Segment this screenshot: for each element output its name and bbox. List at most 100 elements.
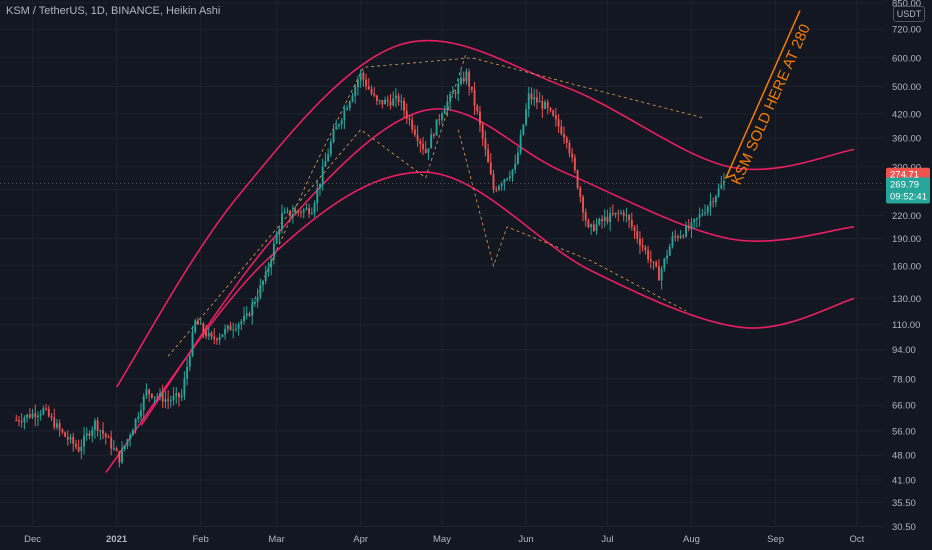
candle-body [197,320,199,325]
candle-body [611,213,614,215]
candle-body [316,188,319,204]
candle-body [28,414,31,418]
candle-body [663,258,666,269]
candle-body [587,220,590,228]
candle-body [468,71,471,87]
candle-body [72,436,75,444]
candle-body [641,245,644,248]
candle-body [69,436,72,440]
candle-body [481,124,484,139]
y-tick-label: 220.00 [892,211,921,222]
candle-body [329,141,332,155]
candle-body [666,255,669,259]
candle-body [533,97,536,100]
candle-body [392,98,395,106]
candle-body [495,189,498,191]
channel-curve-upper [115,39,855,388]
candle-body [636,231,639,239]
annotation-text: KSM SOLD HERE AT 280 [728,22,814,188]
y-tick-label: 110.00 [892,320,920,331]
candle-body [335,126,338,130]
candle-body [489,162,492,175]
candle-body [614,212,617,215]
channel-curves [105,39,855,473]
candle-body [50,416,53,418]
candle-body [487,149,490,163]
candle-body [657,266,660,281]
candle-body [462,77,465,82]
channel-curve-middle [140,108,855,426]
candle-body [232,329,235,331]
candle-body [698,214,701,218]
candle-body [259,285,262,298]
candle-body [58,423,61,430]
candle-body [55,423,58,428]
candle-body [134,418,137,430]
candle-body [690,222,693,229]
candle-body [267,267,270,272]
candle-body [123,445,126,449]
candle-body [370,89,373,94]
dashed-pattern-line [167,52,467,357]
candle-body [332,129,335,142]
candle-body [281,213,283,230]
candle-body [592,224,595,231]
y-tick-label: 190.00 [892,234,921,245]
candle-body [340,120,343,125]
price-axis[interactable]: 30.50 35.50 41.00 48.00 56.00 66.00 78.00 94.00… [886,0,932,550]
x-tick-label: Jun [518,534,533,545]
candle-body [96,420,99,431]
candle-body [362,72,365,80]
candle-body [484,138,487,150]
candle-body [91,429,94,436]
candle-body [47,408,50,417]
candle-body [221,334,224,337]
grid-lines [0,0,884,528]
candle-body [411,119,414,130]
candle-body [80,446,83,452]
candle-body [652,261,655,263]
y-tick-label: 41.00 [892,475,916,486]
candle-body [557,119,560,127]
candle-body [107,436,110,438]
candle-body [142,396,145,411]
currency-badge[interactable]: USDT [893,6,925,22]
x-tick-label: Mar [268,534,284,545]
candle-body [644,247,647,251]
candle-body [118,451,121,463]
candle-body [397,95,400,103]
candle-body [15,420,18,422]
candle-body [243,315,245,322]
candle-body [457,83,460,94]
candle-body [240,321,243,325]
candle-body [150,393,153,398]
y-tick-label: 66.00 [892,401,916,412]
candle-body [714,196,717,203]
candle-body [126,439,129,446]
candle-body [102,430,104,434]
price-tag-bg [886,177,930,204]
x-tick-label: 2021 [106,534,128,545]
candle-body [413,129,416,135]
candle-body [53,417,56,428]
time-axis[interactable]: Dec 2021 Feb Mar Apr May Jun Jul Aug Sep Oct [24,534,865,545]
pattern-dashed-lines [167,52,703,357]
candle-body [202,323,205,332]
candle-body [525,109,528,125]
candle-body [66,436,69,440]
candle-body [506,178,509,180]
candle-body [576,170,579,188]
y-tick-label: 500.00 [892,82,921,93]
candle-body [378,100,381,102]
candle-body [153,396,156,398]
candle-body [93,420,96,430]
candle-body [305,208,308,210]
candle-body [516,152,519,164]
candle-body [121,448,123,463]
candle-body [234,328,237,330]
candle-body [338,124,340,127]
x-tick-label: May [433,534,451,545]
candle-body [283,211,286,214]
candle-body [476,105,479,112]
